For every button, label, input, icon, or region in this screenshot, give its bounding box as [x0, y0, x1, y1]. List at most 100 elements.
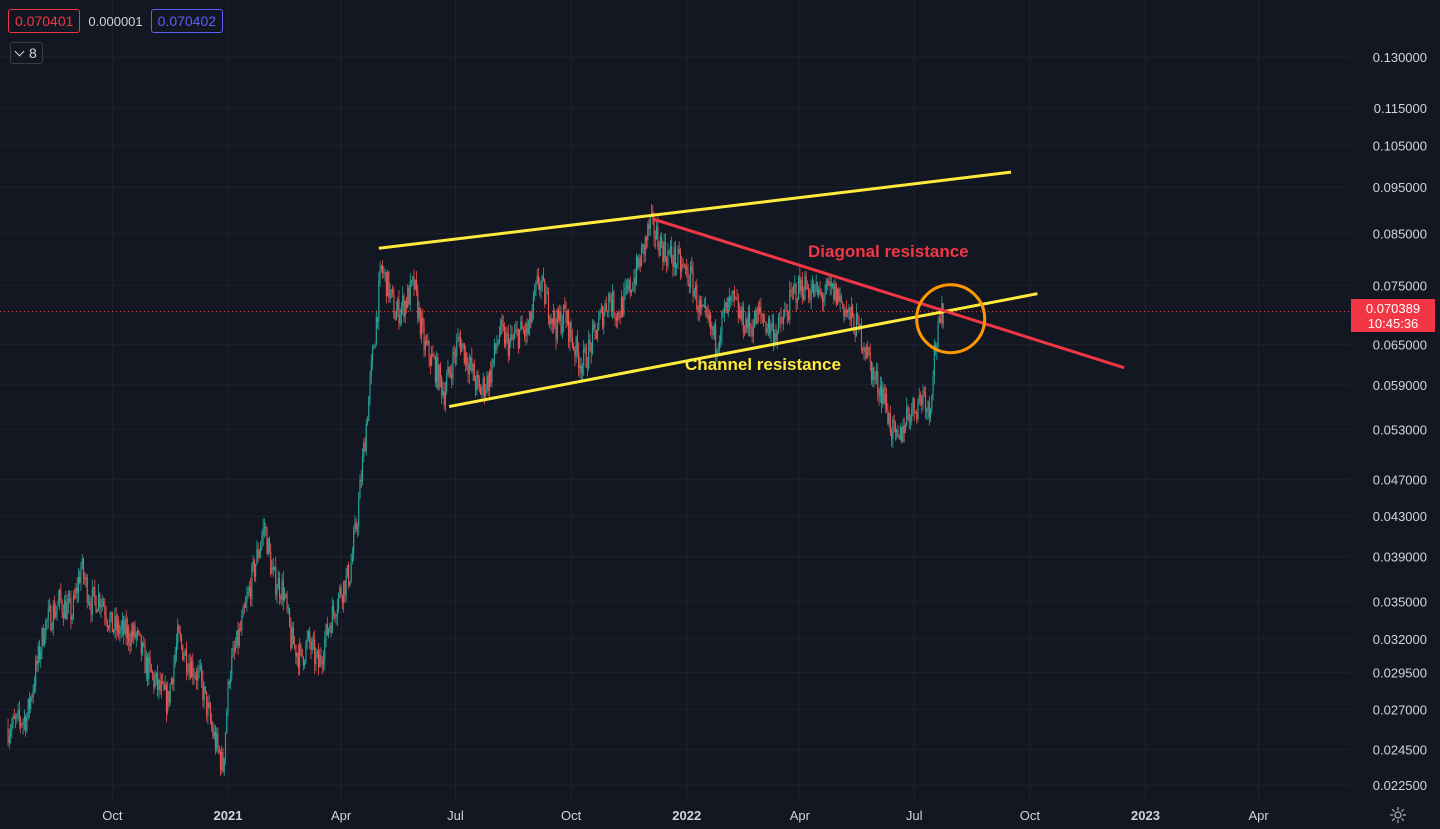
candle-body — [31, 697, 33, 699]
candle-body — [153, 674, 155, 688]
candle-body — [174, 654, 176, 664]
candle-body — [94, 587, 96, 597]
candle-body — [845, 309, 847, 313]
candle-body — [413, 276, 415, 290]
candle-body — [145, 656, 147, 674]
candle-body — [101, 601, 103, 604]
candle-body — [693, 291, 695, 297]
candle-body — [192, 660, 194, 677]
y-tick-label: 0.095000 — [1373, 180, 1427, 195]
ask-price[interactable]: 0.070402 — [150, 9, 224, 33]
candle-body — [893, 419, 895, 423]
candle-body — [682, 264, 684, 266]
candle-body — [40, 650, 42, 660]
candle-body — [209, 706, 211, 721]
candle-body — [338, 594, 340, 609]
candle-body — [487, 376, 489, 391]
candle-body — [614, 316, 616, 318]
candle-body — [366, 420, 369, 424]
candle-body — [267, 538, 269, 555]
candle-body — [124, 619, 126, 635]
candle-body — [202, 678, 204, 701]
candle-body — [624, 288, 626, 290]
candle-body — [48, 606, 51, 609]
candle-body — [800, 279, 802, 292]
candle-body — [877, 371, 879, 393]
candle-body — [61, 600, 63, 613]
price-axis[interactable]: 0.130000 0.115000 0.105000 0.095000 0.085000… — [1373, 50, 1427, 793]
channel-upper-line[interactable] — [378, 170, 1012, 250]
candle-body — [882, 388, 884, 404]
candle-body — [276, 589, 278, 596]
candle-body — [566, 310, 568, 323]
candle-body — [168, 691, 170, 703]
candle-body — [844, 309, 846, 317]
candle-body — [13, 716, 15, 719]
candle-body — [238, 628, 240, 646]
candle-body — [266, 529, 268, 555]
y-tick-label: 0.053000 — [1373, 422, 1427, 437]
candle-body — [26, 716, 28, 731]
candle-body — [886, 393, 888, 411]
candle-body — [506, 332, 508, 334]
candle-body — [47, 608, 49, 620]
candle-body — [551, 318, 553, 324]
y-tick-label: 0.035000 — [1373, 595, 1427, 610]
candle-body — [289, 608, 291, 627]
candle-body — [705, 305, 707, 308]
candle-body — [20, 719, 22, 725]
candle-body — [801, 279, 803, 297]
channel-lower-line[interactable] — [448, 292, 1038, 409]
candle-body — [374, 344, 376, 349]
candle-body — [356, 526, 359, 529]
candle-body — [294, 644, 296, 646]
candle-body — [222, 751, 224, 772]
candle-body — [81, 558, 83, 568]
quote-bar: 0.070401 0.000001 0.070402 — [8, 9, 224, 33]
candle-body — [30, 697, 32, 709]
candle-body — [427, 341, 429, 344]
candle-body — [803, 296, 805, 300]
candle-body — [312, 639, 315, 641]
candle-body — [52, 604, 54, 629]
candle-body — [370, 360, 372, 377]
candle-body — [130, 630, 132, 646]
time-axis[interactable]: Oct 2021 Apr Jul Oct 2022 Apr Jul Oct 2023 Apr — [102, 808, 1269, 823]
y-tick-label: 0.047000 — [1373, 472, 1427, 487]
candle-body — [179, 632, 181, 638]
candle-body — [214, 731, 216, 749]
candle-body — [914, 412, 917, 414]
candle-body — [385, 272, 387, 297]
candle-body — [307, 631, 309, 639]
candle-body — [233, 648, 235, 651]
candle-body — [154, 678, 156, 688]
candle-body — [799, 276, 801, 292]
candle-body — [334, 612, 336, 618]
candle-body — [502, 324, 504, 328]
candle-body — [755, 310, 757, 325]
candle-body — [155, 672, 157, 679]
candle-body — [150, 664, 152, 673]
candle-body — [549, 319, 551, 324]
bid-price[interactable]: 0.070401 — [8, 9, 81, 33]
gear-icon[interactable] — [1389, 806, 1407, 824]
diagonal-resistance-line[interactable] — [652, 217, 1125, 370]
candle-body — [335, 616, 337, 618]
candle-body — [242, 607, 244, 618]
candle-body — [593, 324, 595, 328]
candle-body — [505, 332, 507, 346]
indicators-toggle-button[interactable]: 8 — [10, 42, 43, 64]
highlight-circle[interactable] — [915, 283, 987, 355]
candle-body — [656, 226, 658, 239]
candle-body — [820, 291, 822, 295]
candle-body — [419, 307, 421, 335]
candle-body — [164, 685, 166, 690]
candle-body — [320, 655, 322, 662]
candle-body — [51, 628, 53, 631]
candle-body — [165, 685, 167, 713]
candle-body — [526, 323, 528, 334]
diagonal-resistance-label: Diagonal resistance — [808, 242, 969, 261]
candle-body — [180, 637, 183, 645]
candle-body — [795, 284, 797, 303]
